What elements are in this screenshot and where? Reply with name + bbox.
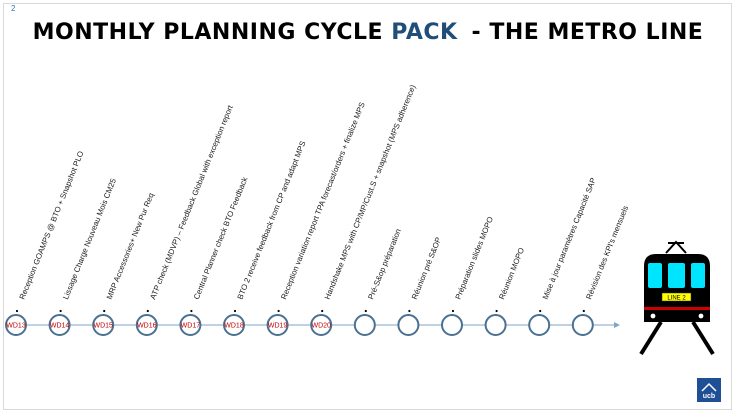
station-label: Révision des KPI's mensuels	[584, 204, 630, 300]
station-circle	[397, 314, 420, 336]
train-window-right	[691, 263, 705, 288]
ucb-logo-text: ucb	[703, 393, 715, 400]
station-circle	[92, 314, 115, 336]
station-label: Pré-S&op préparation	[366, 227, 403, 300]
slide-title: MONTHLY PLANNING CYCLE PACK - THE METRO L…	[0, 20, 736, 45]
train-icon: LINE 2	[639, 240, 715, 356]
station-circle	[441, 314, 463, 336]
station-label: Réunion MOPO	[497, 246, 526, 300]
rail-right	[691, 320, 715, 356]
station-marker-dot	[408, 309, 411, 313]
station-workday-label: WD13	[6, 323, 26, 330]
station-workday-label: WD18	[224, 323, 244, 330]
station-marker-dot	[582, 309, 585, 313]
station: Réunion pré S&OP	[397, 236, 443, 336]
ucb-logo-box	[697, 378, 721, 402]
station-circle	[135, 314, 158, 336]
station-label: Handshake MPS with CP/MP/Cust.S + snapsh…	[323, 83, 418, 301]
station: Réunion MOPO	[484, 246, 526, 336]
station: WD20 Handshake MPS with CP/MP/Cust.S + sn…	[310, 83, 418, 336]
station-label: ATP check (MDVP) – Feedback Global with …	[148, 103, 235, 301]
rail-left	[639, 320, 663, 356]
station-marker-dot	[190, 309, 193, 313]
station-circle	[5, 314, 27, 336]
train-sign-text: LINE 2	[667, 296, 686, 302]
station-marker-dot	[233, 309, 237, 313]
station: Préparation slides MOPO	[441, 215, 495, 336]
train-red-stripe	[644, 307, 710, 310]
station-circle	[528, 314, 551, 336]
station-workday-label: WD16	[137, 323, 157, 330]
train-window-left	[648, 263, 662, 288]
ucb-logo: ucb	[697, 378, 721, 402]
station-label: Mise à jour paramètres Capacité SAP	[541, 176, 598, 300]
slide-frame	[3, 3, 732, 410]
station-label: Préparation slides MOPO	[454, 215, 495, 300]
station: Pré-S&op préparation	[353, 227, 403, 336]
station-marker-dot	[146, 309, 149, 313]
station-workday-label: WD19	[268, 323, 288, 330]
station-marker-dot	[321, 309, 324, 313]
station-circle	[48, 314, 71, 336]
station: Mise à jour paramètres Capacité SAP	[528, 176, 598, 336]
station-label: Reception variation report TPA forecast/…	[279, 101, 367, 301]
station-workday-label: WD15	[93, 323, 113, 330]
station-workday-label: WD20	[311, 323, 331, 330]
station-workday-label: WD14	[50, 323, 70, 330]
track-arrow-icon	[614, 322, 620, 328]
station-circle	[266, 314, 289, 336]
train-window-center	[668, 263, 685, 288]
station-marker-dot	[15, 309, 19, 313]
station-workday-label: WD17	[181, 323, 201, 330]
station-label: Réunion pré S&OP	[410, 236, 443, 301]
station-marker-dot	[364, 309, 367, 313]
station-circle	[353, 314, 376, 336]
station-marker-dot	[539, 309, 542, 313]
station-marker-dot	[277, 309, 280, 313]
station-circle	[223, 314, 245, 336]
station-marker-dot	[495, 309, 498, 313]
station: WD19 Reception variation report TPA forec…	[266, 101, 367, 336]
station-marker-dot	[451, 309, 455, 313]
station: WD16 ATP check (MDVP) – Feedback Global w…	[135, 103, 235, 336]
train-headlight-left	[650, 313, 656, 319]
title-part-1: MONTHLY PLANNING CYCLE	[32, 20, 392, 45]
station-circle	[179, 314, 202, 336]
train-sign-board	[661, 292, 692, 302]
station-marker-dot	[103, 309, 106, 313]
title-accent: PACK	[391, 20, 458, 45]
station-circle	[484, 314, 507, 336]
ucb-logo-mark	[701, 382, 717, 392]
station: Révision des KPI's mensuels	[571, 204, 630, 336]
station-label: Lissage Charge Nouveau Mois CM25	[61, 177, 118, 301]
station-marker-dot	[59, 309, 62, 313]
station-circle	[310, 314, 333, 336]
station-circle	[571, 314, 594, 336]
station-label: MRP Accessories+ New Pur Req	[105, 192, 156, 301]
slide-number: 2	[11, 4, 16, 13]
title-part-2: - THE METRO LINE	[471, 20, 704, 45]
train-headlight-right	[698, 313, 704, 319]
